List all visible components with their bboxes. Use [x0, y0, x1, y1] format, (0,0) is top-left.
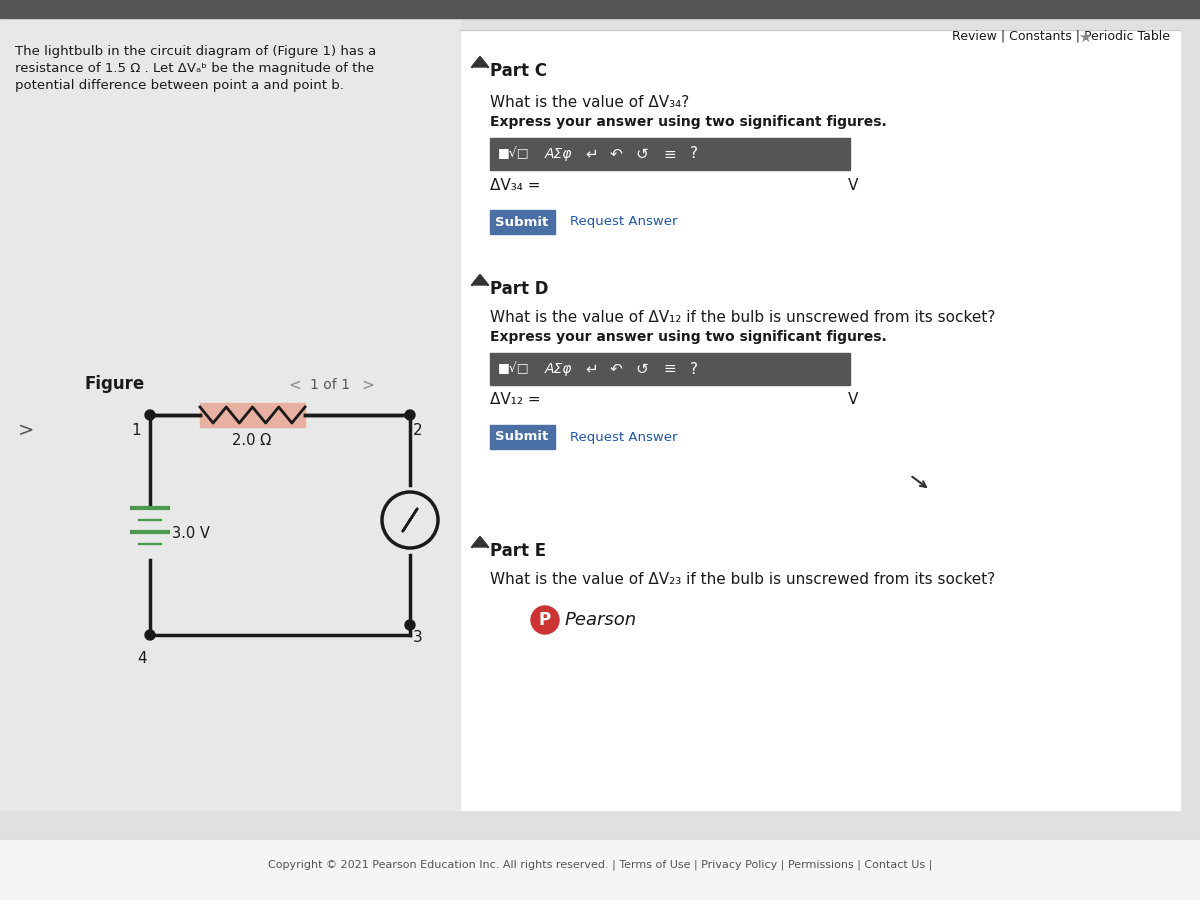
Bar	[550, 388, 840, 414]
Text: Submit: Submit	[496, 430, 548, 444]
Bar	[490, 353, 850, 385]
Circle shape	[145, 630, 155, 640]
Bar	[460, 30, 1180, 810]
Polygon shape	[472, 537, 488, 547]
Bar	[550, 173, 840, 199]
Bar	[200, 403, 305, 427]
Text: Express your answer using two significant figures.: Express your answer using two significan…	[490, 115, 887, 129]
Text: Part D: Part D	[490, 280, 548, 298]
Text: ■√□: ■√□	[498, 363, 529, 375]
Text: 4: 4	[137, 651, 146, 666]
Text: AΣφ: AΣφ	[545, 147, 572, 161]
Text: >: >	[361, 378, 374, 393]
Text: ΔV₁₂ =: ΔV₁₂ =	[490, 392, 541, 408]
Text: ?: ?	[690, 362, 698, 376]
Polygon shape	[472, 57, 488, 67]
Text: >: >	[18, 420, 35, 439]
Polygon shape	[472, 275, 488, 285]
Text: ↺: ↺	[635, 147, 648, 161]
Text: ↶: ↶	[610, 147, 623, 161]
Circle shape	[145, 410, 155, 420]
Bar	[490, 425, 554, 449]
Text: 3.0 V: 3.0 V	[172, 526, 210, 541]
Text: Request Answer: Request Answer	[570, 215, 678, 229]
Circle shape	[530, 606, 559, 634]
Text: Express your answer using two significant figures.: Express your answer using two significan…	[490, 330, 887, 344]
Text: ↵: ↵	[586, 362, 598, 376]
Text: What is the value of ΔV₃₄?: What is the value of ΔV₃₄?	[490, 95, 689, 110]
Text: AΣφ: AΣφ	[545, 362, 572, 376]
Text: 3: 3	[413, 630, 422, 645]
Bar	[0, 0, 1200, 18]
Text: ↶: ↶	[610, 362, 623, 376]
Text: 1: 1	[131, 423, 140, 438]
Text: The lightbulb in the circuit diagram of (Figure 1) has a: The lightbulb in the circuit diagram of …	[14, 45, 377, 58]
Text: ≡: ≡	[662, 147, 676, 161]
Text: Review | Constants | Periodic Table: Review | Constants | Periodic Table	[952, 30, 1170, 43]
Text: ★: ★	[1078, 30, 1092, 45]
Text: P: P	[539, 611, 551, 629]
Text: Submit: Submit	[496, 215, 548, 229]
Text: ■√□: ■√□	[498, 148, 529, 160]
Circle shape	[406, 410, 415, 420]
Text: Figure: Figure	[85, 375, 145, 393]
Text: Part C: Part C	[490, 62, 547, 80]
Text: V: V	[848, 392, 858, 408]
Text: ≡: ≡	[662, 362, 676, 376]
Text: resistance of 1.5 Ω . Let ΔVₐᵇ be the magnitude of the: resistance of 1.5 Ω . Let ΔVₐᵇ be the ma…	[14, 62, 374, 75]
Bar	[0, 0, 1200, 18]
Text: ↵: ↵	[586, 147, 598, 161]
Text: <: <	[289, 378, 301, 393]
Text: What is the value of ΔV₂₃ if the bulb is unscrewed from its socket?: What is the value of ΔV₂₃ if the bulb is…	[490, 572, 995, 587]
Text: V: V	[848, 177, 858, 193]
Circle shape	[406, 620, 415, 630]
Text: 2.0 Ω: 2.0 Ω	[233, 433, 271, 448]
Text: potential difference between point a and point b.: potential difference between point a and…	[14, 79, 344, 92]
Bar	[490, 138, 850, 170]
Text: ΔV₃₄ =: ΔV₃₄ =	[490, 177, 540, 193]
Text: Copyright © 2021 Pearson Education Inc. All rights reserved. | Terms of Use | Pr: Copyright © 2021 Pearson Education Inc. …	[268, 860, 932, 870]
Text: ↺: ↺	[635, 362, 648, 376]
Text: Part E: Part E	[490, 542, 546, 560]
Text: What is the value of ΔV₁₂ if the bulb is unscrewed from its socket?: What is the value of ΔV₁₂ if the bulb is…	[490, 310, 995, 325]
Text: 2: 2	[413, 423, 422, 438]
Text: Request Answer: Request Answer	[570, 430, 678, 444]
Text: 1 of 1: 1 of 1	[310, 378, 350, 392]
Text: Pearson: Pearson	[565, 611, 637, 629]
Text: ?: ?	[690, 147, 698, 161]
Bar	[0, 18, 460, 810]
Bar	[490, 210, 554, 234]
Bar	[0, 840, 1200, 900]
